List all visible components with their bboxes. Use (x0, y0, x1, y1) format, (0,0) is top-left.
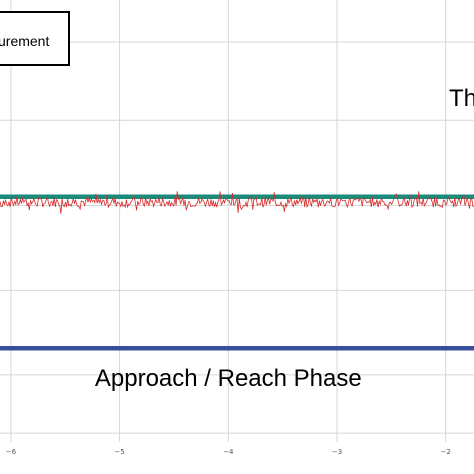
annotation-approach-phase: Approach / Reach Phase (95, 365, 362, 392)
x-tick-label-4: −2 (441, 448, 451, 456)
x-tick-label-1: −5 (114, 448, 124, 456)
x-tick-labels: −6 −5 −4 −3 −2 (6, 448, 451, 456)
legend-box (0, 11, 70, 66)
series-layer (0, 191, 474, 351)
grid (0, 0, 474, 442)
x-tick-label-0: −6 (6, 448, 17, 456)
x-tick-label-3: −3 (332, 448, 342, 456)
series-line-0 (0, 191, 474, 214)
annotation-threshold: Th (449, 85, 474, 112)
x-tick-label-2: −4 (223, 448, 234, 456)
legend: urement (0, 11, 70, 66)
legend-label: urement (0, 33, 49, 49)
